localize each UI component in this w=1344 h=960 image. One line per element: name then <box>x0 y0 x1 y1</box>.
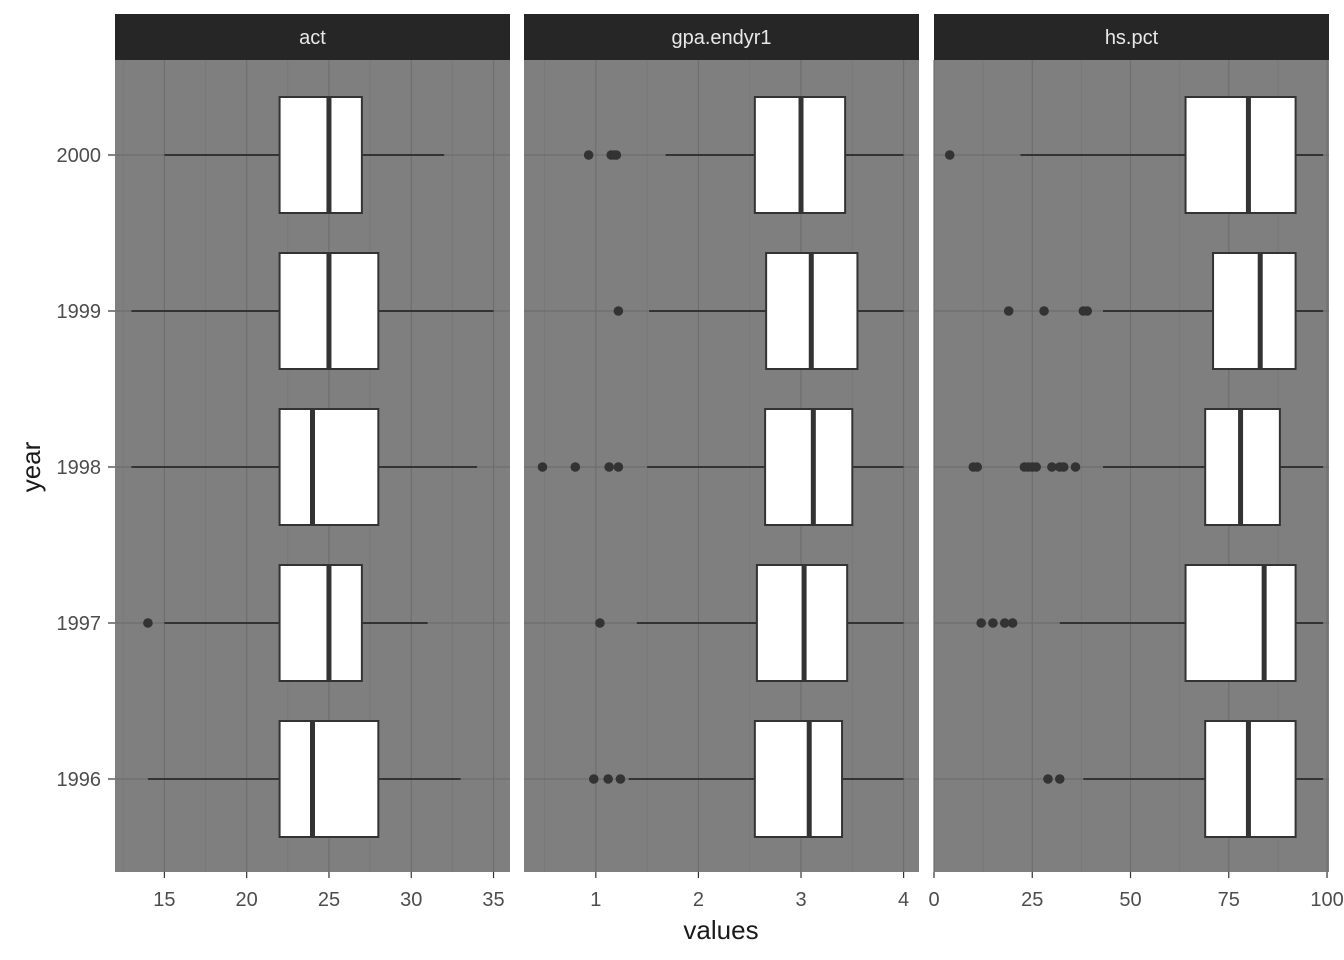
y-axis-title: year <box>16 441 46 492</box>
outlier-point <box>611 150 622 160</box>
x-tick-label: 100 <box>1310 889 1343 911</box>
facet-strip-label: act <box>299 27 326 49</box>
y-tick-label-2000: 2000 <box>57 145 102 167</box>
outlier-point <box>1031 462 1041 472</box>
outlier-point <box>1058 462 1069 472</box>
x-tick-label: 35 <box>482 889 504 911</box>
y-tick-label-1996: 1996 <box>57 769 102 791</box>
outlier-point <box>976 618 986 628</box>
outlier-point <box>1047 462 1057 472</box>
facet-strip <box>115 14 510 60</box>
box-iqr <box>1184 96 1297 214</box>
outlier-point <box>1070 462 1081 472</box>
outlier-point <box>604 462 614 472</box>
y-tick-label-1997: 1997 <box>57 613 102 635</box>
box-iqr <box>753 720 844 838</box>
boxplot-2000 <box>944 96 1324 214</box>
outlier-point <box>613 462 624 472</box>
boxplot-1999 <box>1003 252 1324 370</box>
outlier-point <box>603 774 613 784</box>
outlier-point <box>1043 774 1053 784</box>
x-tick-label: 3 <box>795 889 806 911</box>
x-tick-label: 25 <box>1021 889 1043 911</box>
outlier-point <box>1039 306 1049 316</box>
box-iqr <box>278 564 363 682</box>
outlier-point <box>1003 306 1014 316</box>
outlier-point <box>570 462 581 472</box>
boxplot-1997 <box>595 564 904 682</box>
boxplot-2000 <box>164 96 445 214</box>
box-iqr <box>1212 252 1297 370</box>
box-iqr <box>278 720 380 838</box>
boxplot-1998 <box>968 408 1324 526</box>
outlier-point <box>944 150 955 160</box>
facet-strip-label: gpa.endyr1 <box>671 27 771 49</box>
outlier-point <box>1082 306 1093 316</box>
box-iqr <box>764 408 854 526</box>
x-axis-title: values <box>683 915 758 945</box>
boxplot-1996 <box>147 720 461 838</box>
x-tick-label: 75 <box>1218 889 1240 911</box>
boxplot-2000 <box>583 96 904 214</box>
outlier-point <box>537 462 548 472</box>
outlier-point <box>583 150 594 160</box>
outlier-point <box>1007 618 1018 628</box>
boxplot-1999 <box>613 252 904 370</box>
outlier-point <box>1054 774 1065 784</box>
facet-panel-gpa-endyr1: gpa.endyr1 1 2 3 4 <box>524 14 919 911</box>
outlier-point <box>588 774 599 784</box>
x-tick-label: 20 <box>236 889 258 911</box>
boxplot-1997 <box>143 564 428 682</box>
outlier-point <box>613 306 624 316</box>
facet-panel-act: act 15 20 25 30 35 <box>115 14 510 911</box>
x-tick-label: 2 <box>693 889 704 911</box>
outlier-point <box>595 618 605 628</box>
boxplot-1998 <box>131 408 478 526</box>
boxplot-1998 <box>537 408 904 526</box>
x-tick-label: 1 <box>590 889 601 911</box>
box-iqr <box>278 96 363 214</box>
facet-panel-hs-pct: hs.pct 0 25 50 75 100 <box>928 14 1344 911</box>
y-tick-label-1998: 1998 <box>57 457 102 479</box>
x-tick-label: 50 <box>1119 889 1141 911</box>
facet-strip <box>524 14 919 60</box>
x-tick-label: 0 <box>928 889 939 911</box>
outlier-point <box>615 774 626 784</box>
x-tick-label: 30 <box>400 889 422 911</box>
boxplot-1996 <box>1043 720 1324 838</box>
outlier-point <box>143 618 153 628</box>
outlier-point <box>999 618 1010 628</box>
outlier-point <box>972 462 983 472</box>
facet-strip <box>934 14 1329 60</box>
boxplot-1999 <box>131 252 494 370</box>
boxplot-1997 <box>976 564 1324 682</box>
outlier-point <box>988 618 998 628</box>
x-tick-label: 4 <box>898 889 909 911</box>
box-iqr <box>278 408 380 526</box>
boxplot-1996 <box>588 720 904 838</box>
box-iqr <box>1184 564 1297 682</box>
y-tick-label-1999: 1999 <box>57 301 102 323</box>
x-tick-label: 15 <box>153 889 175 911</box>
facet-strip-label: hs.pct <box>1105 27 1159 49</box>
x-tick-label: 25 <box>318 889 340 911</box>
